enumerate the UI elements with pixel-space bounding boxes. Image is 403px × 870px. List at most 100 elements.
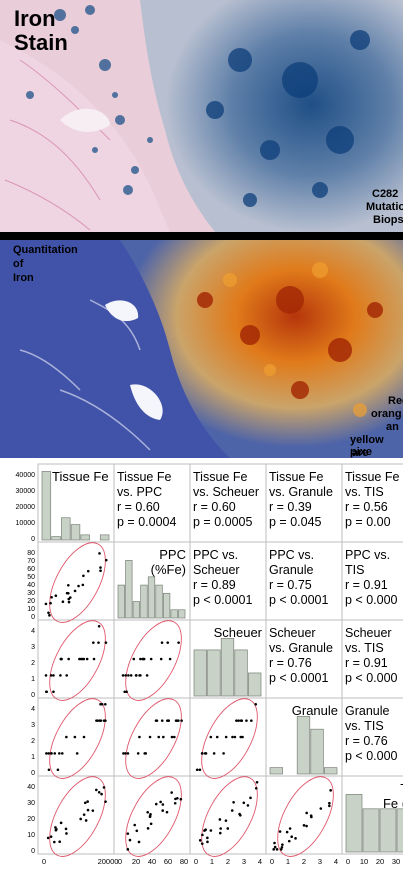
scatter-point (97, 790, 101, 794)
correlation-text: Scheuer (345, 626, 392, 640)
scatter-point (203, 752, 207, 755)
col-tick-label: 0 (194, 857, 198, 865)
histogram-0 (41, 471, 110, 541)
scatter-point (135, 674, 138, 677)
matrix-cell (189, 697, 267, 777)
correlation-text: Granule (345, 704, 390, 718)
correlation-text: p = 0.00 (345, 515, 391, 529)
scatter-point (65, 674, 69, 677)
scatter-point (167, 719, 170, 722)
scatter-point (82, 813, 86, 816)
scatter-point (198, 768, 202, 772)
scatter-point (54, 594, 58, 598)
scatter-point (86, 808, 90, 812)
scatter-point (154, 802, 158, 806)
scatter-point (254, 702, 258, 706)
iron-stain-image (0, 0, 403, 232)
correlation-text: PPC vs. (193, 548, 238, 562)
col-tick-label: 20 (132, 857, 140, 865)
scatter-point (103, 702, 107, 706)
correlation-text: p < 0.000 (345, 671, 398, 685)
col-tick-label: 0 (270, 857, 274, 865)
histogram-bar (269, 767, 283, 775)
histogram-bar (248, 672, 262, 697)
scatter-point (86, 569, 90, 573)
histogram-bar (132, 601, 141, 619)
scatter-point (305, 824, 308, 828)
scatter-point (97, 641, 100, 644)
scatter-point (104, 558, 108, 562)
scatter-point (121, 674, 125, 677)
scatterplot-matrix: Tissue Fe PPC(%Fe) Scheuer Granule ToFe (T Ti… (0, 460, 403, 866)
scatter-point (99, 702, 102, 706)
correlation-text: r = 0.75 (269, 578, 312, 592)
histogram-bar (125, 560, 133, 619)
scatter-point (170, 791, 173, 794)
scatter-point (328, 804, 331, 808)
col-tick-label: 1 (210, 857, 214, 865)
diagonal-title: Granule (292, 703, 338, 718)
diagonal-title: (%Fe) (151, 562, 186, 577)
scatter-point (143, 752, 147, 755)
correlation-text: vs. Granule (269, 485, 333, 499)
panel-separator (0, 232, 403, 240)
scatter-point (305, 811, 308, 815)
quant-caption-1: Red (388, 395, 403, 407)
scatter-point (255, 780, 259, 784)
correlation-text: vs. Granule (269, 641, 333, 655)
scatter-point (141, 657, 145, 661)
scatter-point (165, 810, 169, 814)
scatter-point (218, 831, 222, 835)
col-tick-label: 30 (392, 857, 400, 865)
matrix-cell (189, 541, 267, 621)
scatter-point (241, 735, 244, 739)
correlation-text: p < 0.0001 (193, 593, 252, 607)
scatter-point (49, 835, 53, 838)
scatter-point (161, 803, 165, 806)
scatter-point (278, 830, 282, 833)
scatter-point (52, 674, 55, 677)
correlation-text: p = 0.045 (269, 515, 322, 529)
scatter-point (174, 797, 177, 801)
matrix-cell (37, 541, 115, 621)
scatter-point (242, 801, 246, 805)
row-tick-label: 3 (31, 722, 35, 729)
correlation-text: p = 0.0005 (193, 515, 252, 529)
scatter-point (238, 812, 241, 816)
quant-title-line2: of (13, 258, 24, 270)
scatter-point (148, 814, 152, 818)
histogram-bar (80, 534, 90, 541)
correlation-text: Tissue Fe (117, 470, 171, 484)
scatter-cell (125, 776, 183, 857)
scatter-point (66, 592, 70, 595)
scatter-point (58, 752, 61, 755)
correlation-text: vs. TIS (345, 485, 384, 499)
scatter-point (137, 840, 141, 844)
histogram-1 (117, 560, 186, 619)
scatter-point (250, 719, 253, 722)
matrix-cell (189, 775, 267, 855)
scatter-point (95, 788, 98, 792)
row-tick-label: 10 (27, 832, 35, 839)
scatter-point (65, 832, 68, 835)
scatter-point (294, 837, 297, 840)
scatter-point (230, 809, 234, 812)
scatter-point (133, 823, 137, 827)
histogram-3 (269, 716, 338, 775)
iron-quantitation-map: Quantitation of Iron Red orang an yellow… (0, 240, 403, 458)
scatter-point (99, 719, 103, 722)
correlation-text: TIS (345, 563, 364, 577)
correlation-text: vs. TIS (345, 719, 384, 733)
histogram-bar (140, 584, 148, 619)
scatter-point (329, 789, 332, 792)
correlation-text: Tissue Fe (193, 470, 247, 484)
row-tick-label: 2 (31, 738, 35, 745)
row-tick-label: 0 (31, 614, 35, 621)
density-ellipse (49, 776, 106, 857)
scatter-point (174, 719, 178, 722)
scatter-point (59, 674, 62, 677)
scatter-point (179, 797, 183, 801)
scatter-point (226, 827, 230, 830)
scatter-point (81, 657, 84, 661)
scatter-point (224, 735, 228, 739)
